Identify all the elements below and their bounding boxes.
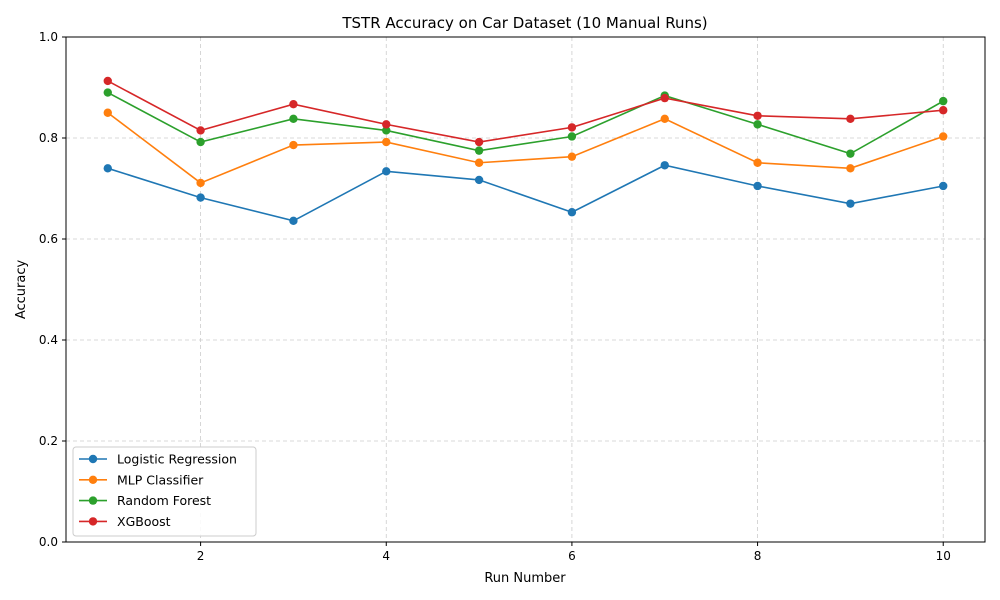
y-tick-label: 0.2 (39, 434, 58, 448)
y-tick-label: 1.0 (39, 30, 58, 44)
series-logistic-regression (103, 161, 948, 226)
y-tick-label: 0.6 (39, 232, 58, 246)
data-point-random-forest (753, 120, 762, 129)
chart-title: TSTR Accuracy on Car Dataset (10 Manual … (341, 14, 707, 32)
data-point-random-forest (939, 96, 948, 106)
data-point-mlp-classifier (660, 114, 669, 124)
plot-frame (65, 36, 986, 543)
x-tick-label: 6 (568, 549, 576, 563)
series-line-logistic-regression (107, 164, 944, 222)
series-line-xgboost (107, 80, 944, 143)
data-point-random-forest (846, 149, 855, 158)
data-point-xgboost (939, 106, 948, 115)
series-line-random-forest (107, 91, 944, 155)
y-tick-label: 0.0 (39, 535, 58, 549)
data-point-logistic-regression (567, 208, 577, 217)
data-point-random-forest (196, 137, 205, 147)
y-axis-title: Accuracy (14, 260, 29, 320)
data-point-random-forest (289, 114, 298, 124)
data-point-mlp-classifier (753, 158, 762, 167)
data-point-random-forest (382, 126, 391, 135)
x-tick-label: 4 (382, 549, 390, 563)
series-group (103, 76, 948, 226)
x-tick-label: 10 (936, 549, 951, 563)
data-point-xgboost (289, 99, 298, 109)
series-mlp-classifier (103, 108, 948, 188)
series-line-mlp-classifier (107, 112, 944, 184)
data-point-xgboost (196, 126, 205, 135)
data-point-mlp-classifier (289, 140, 298, 150)
data-point-random-forest (567, 132, 577, 141)
data-point-logistic-regression (846, 199, 855, 208)
data-point-xgboost (474, 137, 484, 147)
legend-marker-mlp-classifier (88, 475, 98, 484)
data-point-mlp-classifier (474, 158, 484, 167)
data-point-mlp-classifier (103, 108, 112, 117)
x-tick-label: 8 (754, 549, 762, 563)
data-point-random-forest (103, 88, 112, 97)
data-point-logistic-regression (474, 175, 484, 185)
data-point-logistic-regression (660, 161, 669, 170)
y-tick-label: 0.4 (39, 333, 58, 347)
legend-marker-random-forest (88, 496, 98, 505)
data-point-logistic-regression (103, 164, 112, 173)
legend: Logistic Regression MLP Classifier Random … (72, 446, 257, 537)
data-point-logistic-regression (382, 167, 391, 176)
ticks: 2 4 6 8 10 0.0 0.2 0.4 0.6 0.8 1.0 (39, 30, 951, 563)
legend-box (72, 446, 257, 537)
legend-label-xgboost: XGBoost (117, 514, 171, 529)
data-point-xgboost (660, 93, 669, 103)
x-tick-label: 2 (197, 549, 205, 563)
legend-marker-xgboost (88, 517, 98, 526)
data-point-mlp-classifier (939, 132, 948, 141)
legend-label-logistic-regression: Logistic Regression (117, 452, 237, 467)
data-point-xgboost (753, 111, 762, 120)
data-point-mlp-classifier (382, 137, 391, 147)
legend-label-mlp-classifier: MLP Classifier (117, 472, 204, 487)
data-point-logistic-regression (289, 216, 298, 226)
legend-label-random-forest: Random Forest (117, 493, 211, 508)
data-point-mlp-classifier (567, 152, 577, 161)
data-point-mlp-classifier (846, 164, 855, 173)
data-point-xgboost (846, 114, 855, 124)
data-point-mlp-classifier (196, 178, 205, 188)
data-point-logistic-regression (939, 181, 948, 191)
data-point-xgboost (103, 76, 112, 86)
data-point-random-forest (474, 146, 484, 155)
data-point-logistic-regression (196, 193, 205, 202)
legend-marker-logistic-regression (88, 454, 98, 464)
y-tick-label: 0.8 (39, 131, 58, 145)
series-random-forest (103, 88, 948, 158)
data-point-logistic-regression (753, 181, 762, 191)
data-point-xgboost (382, 120, 391, 129)
x-axis-title: Run Number (484, 571, 566, 586)
data-point-xgboost (567, 123, 577, 132)
series-xgboost (103, 76, 948, 147)
